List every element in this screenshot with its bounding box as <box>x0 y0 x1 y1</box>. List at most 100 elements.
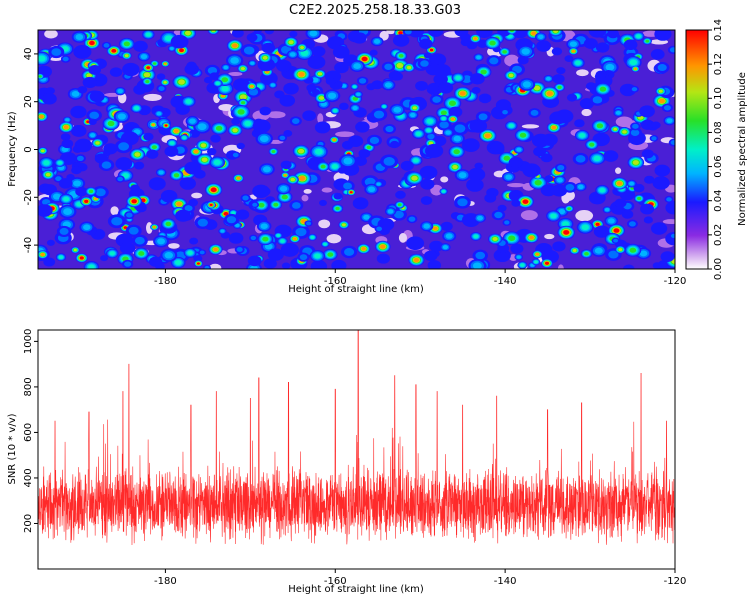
heatmap-blob <box>429 240 444 252</box>
heatmap-blob <box>205 183 223 197</box>
heatmap-blob <box>552 74 565 84</box>
heatmap-blob <box>88 65 102 75</box>
heatmap-blob <box>532 250 543 259</box>
heatmap-patch <box>398 233 408 243</box>
heatmap-blob <box>193 255 203 262</box>
heatmap-y-label: Frequency (Hz) <box>7 111 18 187</box>
heatmap-blob <box>130 103 143 113</box>
heatmap-blob <box>156 73 166 80</box>
heatmap-blob <box>221 63 231 72</box>
colorbar-tick-label: 0.04 <box>713 190 724 212</box>
heatmap-blob <box>340 180 355 192</box>
heatmap-patch <box>440 176 449 183</box>
heatmap-blob <box>261 42 276 54</box>
heatmap-blob <box>572 152 589 165</box>
heatmap-blob <box>83 36 100 50</box>
heatmap-blob <box>439 188 448 195</box>
heatmap-blob <box>505 120 518 131</box>
heatmap-blob <box>667 45 675 54</box>
heatmap-blob <box>476 30 493 38</box>
heatmap-blob <box>148 177 166 191</box>
heatmap-blob <box>153 235 169 248</box>
heatmap-blob <box>473 213 486 223</box>
heatmap-blob <box>74 154 86 163</box>
heatmap-blob <box>508 156 524 168</box>
heatmap-blob <box>156 84 167 93</box>
heatmap-blob <box>115 157 133 171</box>
heatmap-blob <box>279 94 296 107</box>
heatmap-patch <box>430 184 443 196</box>
heatmap-blob <box>80 196 93 206</box>
heatmap-blob <box>211 122 228 135</box>
heatmap-blob <box>438 82 454 94</box>
heatmap-blob <box>408 103 421 113</box>
heatmap-blob <box>71 125 87 137</box>
heatmap-blob <box>307 55 326 70</box>
heatmap-blob <box>194 260 203 267</box>
heatmap-blob <box>297 252 310 262</box>
heatmap-blob <box>557 225 575 240</box>
heatmap-blob <box>471 87 481 94</box>
heatmap-blob <box>289 30 298 38</box>
heatmap-blob <box>252 184 270 198</box>
heatmap-blob <box>517 261 528 269</box>
heatmap-blob <box>352 32 367 44</box>
heatmap-blob <box>235 209 250 220</box>
heatmap-blob <box>142 30 155 40</box>
heatmap-blob <box>623 264 635 269</box>
heatmap-blob <box>277 134 288 142</box>
heatmap-blob <box>660 251 675 262</box>
heatmap-blob <box>419 38 433 50</box>
heatmap-patch <box>335 131 355 138</box>
heatmap-blob <box>367 134 382 147</box>
heatmap-blob <box>231 118 241 125</box>
heatmap-blob <box>440 243 451 252</box>
heatmap-blob <box>246 82 257 91</box>
heatmap-blob <box>540 153 553 163</box>
heatmap-blob <box>381 61 396 72</box>
heatmap-blob <box>289 116 302 126</box>
heatmap-blob <box>478 93 492 104</box>
heatmap-blob <box>633 183 645 193</box>
heatmap-patch <box>228 71 243 76</box>
heatmap-blob <box>595 42 610 53</box>
heatmap-blob <box>628 127 642 138</box>
heatmap-blob <box>484 36 501 50</box>
heatmap-blob <box>568 47 579 55</box>
heatmap-blob <box>170 34 189 49</box>
heatmap-blob <box>337 167 347 174</box>
heatmap-blob <box>350 83 359 90</box>
heatmap-blob <box>60 55 71 63</box>
heatmap-blob <box>184 161 202 175</box>
heatmap-blob <box>357 243 371 254</box>
snr-x-label: Height of straight line (km) <box>288 584 424 595</box>
heatmap-blob <box>63 116 72 124</box>
heatmap-blob <box>106 45 121 57</box>
heatmap-blob <box>185 115 200 127</box>
heatmap-x-tick-label: -160 <box>324 276 347 287</box>
heatmap-blob <box>506 30 518 35</box>
heatmap-blob <box>553 175 566 185</box>
snr-x-tick-label: -160 <box>324 576 347 587</box>
heatmap-blob <box>311 46 326 57</box>
heatmap-blob <box>490 142 503 152</box>
heatmap-blob <box>208 244 223 255</box>
heatmap-y-axis: -40 -20 0 20 40 <box>23 48 38 253</box>
heatmap-blob <box>564 55 574 62</box>
heatmap-blob <box>172 75 191 89</box>
heatmap-blob <box>253 199 270 212</box>
heatmap-y-tick-label: -20 <box>23 189 34 205</box>
heatmap-blob <box>649 135 659 142</box>
heatmap-blob <box>389 140 400 149</box>
colorbar-tick-label: 0.06 <box>713 155 724 177</box>
heatmap-blob <box>623 39 638 51</box>
heatmap-blob <box>207 148 217 156</box>
heatmap-blob <box>384 207 397 216</box>
heatmap-blob <box>423 52 432 59</box>
heatmap-patch <box>318 219 331 229</box>
heatmap-patch <box>143 93 162 101</box>
heatmap-patch <box>321 187 333 193</box>
heatmap-blob <box>284 36 298 48</box>
heatmap-blob <box>234 245 245 254</box>
heatmap-patch <box>520 210 538 221</box>
